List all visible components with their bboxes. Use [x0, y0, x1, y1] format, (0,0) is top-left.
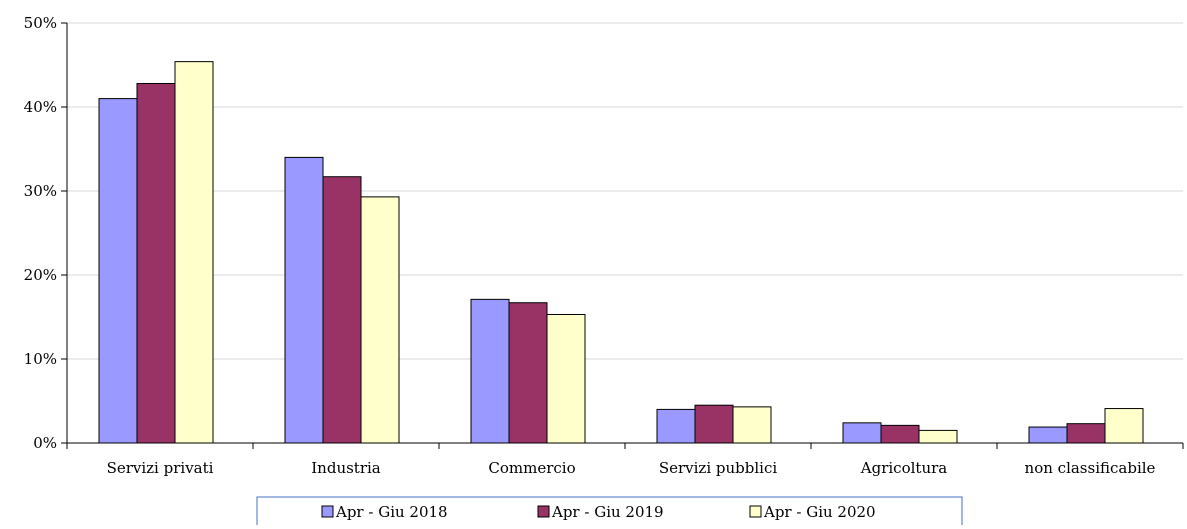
y-tick-label: 50% [24, 14, 57, 32]
bar [1066, 423, 1106, 444]
x-category-label: Servizi privati [107, 459, 214, 477]
y-tick-label: 30% [24, 182, 57, 200]
axes [61, 22, 1184, 449]
legend-swatch [537, 505, 550, 518]
bar [508, 302, 548, 444]
bar [470, 298, 510, 444]
bar [694, 404, 734, 444]
x-category-label: Agricoltura [860, 459, 947, 477]
legend-label: Apr - Giu 2020 [763, 503, 876, 521]
legend-label: Apr - Giu 2019 [551, 503, 664, 521]
x-category-label: Commercio [488, 459, 575, 477]
bar [1104, 408, 1144, 444]
legend: Apr - Giu 2018 Apr - Giu 2019 Apr - Giu 20… [256, 496, 963, 529]
bar [98, 98, 138, 444]
gridlines [67, 22, 1183, 360]
legend-swatch [321, 505, 334, 518]
y-tick-label: 40% [24, 98, 57, 116]
x-category-label: Servizi pubblici [659, 459, 778, 477]
bar [322, 176, 362, 444]
x-category-label: Industria [311, 459, 381, 477]
bar [284, 156, 324, 444]
y-tick-label: 10% [24, 350, 57, 368]
x-category-label: non classificabile [1025, 459, 1156, 477]
y-tick-label: 0% [33, 434, 57, 452]
bar [174, 61, 214, 444]
bar [136, 82, 176, 444]
bar [656, 408, 696, 444]
bar [732, 406, 772, 444]
legend-swatch [749, 505, 762, 518]
bar [918, 429, 958, 444]
bar [1028, 426, 1068, 444]
bars [98, 61, 1144, 444]
bar [842, 422, 882, 444]
legend-box [256, 496, 963, 529]
bar [546, 313, 586, 444]
y-tick-label: 20% [24, 266, 57, 284]
bar [360, 196, 400, 444]
bar [880, 424, 920, 444]
legend-label: Apr - Giu 2018 [335, 503, 448, 521]
axis-labels: 0% 10% 20% 30% 40% 50% Servizi privati Industri… [24, 14, 1156, 477]
